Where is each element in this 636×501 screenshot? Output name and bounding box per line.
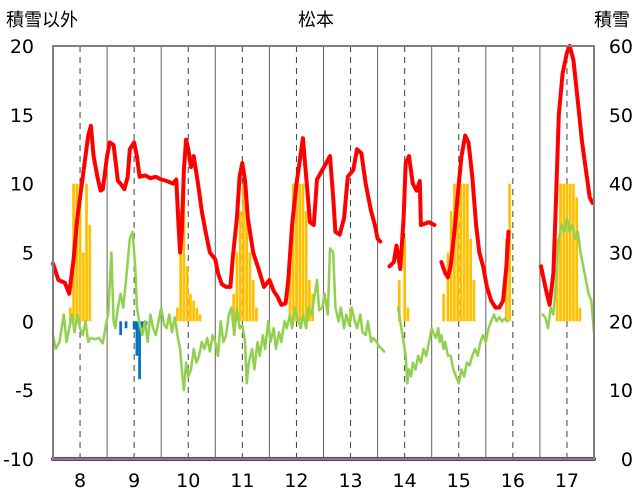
plot-frame xyxy=(52,45,595,460)
bar xyxy=(198,314,202,322)
x-tick-label: 14 xyxy=(393,470,417,492)
bar xyxy=(248,252,252,322)
bar xyxy=(81,252,85,322)
bar xyxy=(192,300,196,322)
bars xyxy=(68,183,582,380)
bar xyxy=(135,321,139,356)
bar xyxy=(78,183,82,322)
bar xyxy=(291,183,295,322)
series-line xyxy=(396,306,509,385)
x-tick-label: 13 xyxy=(338,470,362,492)
bar xyxy=(295,183,298,322)
bar xyxy=(75,183,79,322)
y-left-tick-label: 10 xyxy=(10,174,34,196)
x-tick-label: 9 xyxy=(128,470,140,492)
bar xyxy=(238,211,242,322)
bar xyxy=(559,183,562,322)
bar xyxy=(140,321,144,329)
bar xyxy=(572,183,575,322)
grid xyxy=(79,46,568,459)
series-line xyxy=(51,230,386,392)
series-line xyxy=(439,133,511,310)
bar xyxy=(85,183,88,322)
bar xyxy=(288,266,292,322)
bar xyxy=(568,183,572,322)
y-right-tick-label: 30 xyxy=(609,243,633,265)
y-left-tick-label: -10 xyxy=(3,449,34,471)
bar xyxy=(182,183,186,322)
bar xyxy=(459,183,463,322)
bar xyxy=(176,307,179,322)
bar xyxy=(242,183,245,322)
y-right-tick-label: 10 xyxy=(609,380,633,402)
tick-labels: -10 -5 0 5 10 15 20 0 10 20 30 40 50 60 8 9 10 11 12 13 14 15… xyxy=(3,36,633,492)
x-tick-label: 16 xyxy=(501,470,525,492)
x-tick-label: 10 xyxy=(176,470,200,492)
x-tick-label: 11 xyxy=(230,470,254,492)
bar xyxy=(232,293,236,322)
left-axis-label: 積雪以外 xyxy=(6,10,78,31)
bar xyxy=(406,307,410,322)
y-right-tick-label: 60 xyxy=(609,36,633,58)
bar xyxy=(189,293,192,322)
bar xyxy=(403,238,407,322)
bar xyxy=(575,197,579,322)
x-tick-label: 17 xyxy=(555,470,579,492)
series-line xyxy=(387,154,437,271)
bar xyxy=(255,307,258,322)
chart-title: 松本 xyxy=(298,10,334,31)
bar xyxy=(245,197,249,322)
y-right-tick-label: 20 xyxy=(609,311,633,333)
y-left-tick-label: 15 xyxy=(10,105,34,127)
bar xyxy=(308,280,311,322)
bar xyxy=(88,224,92,322)
series-line xyxy=(541,216,596,334)
series-line xyxy=(539,44,595,307)
x-tick-label: 8 xyxy=(74,470,86,492)
y-right-tick-label: 0 xyxy=(621,449,633,471)
bar xyxy=(397,280,401,322)
bar xyxy=(304,211,308,322)
y-right-tick-label: 50 xyxy=(609,105,633,127)
bar xyxy=(251,280,255,322)
bar xyxy=(562,183,566,322)
bar xyxy=(185,266,189,322)
bar xyxy=(469,238,473,322)
bar xyxy=(132,321,136,330)
bar xyxy=(138,321,141,380)
bar xyxy=(578,307,582,322)
y-right-tick-label: 40 xyxy=(609,174,633,196)
bar xyxy=(301,183,305,322)
bar xyxy=(442,293,445,322)
y-left-tick-label: 0 xyxy=(22,311,34,333)
bar xyxy=(68,307,72,322)
bar xyxy=(124,321,128,329)
bar xyxy=(456,183,460,322)
bar xyxy=(195,307,199,322)
y-left-tick-label: -5 xyxy=(15,380,34,402)
bar xyxy=(508,183,511,322)
y-left-tick-label: 20 xyxy=(10,36,34,58)
series-line xyxy=(51,123,383,307)
bar xyxy=(298,183,302,322)
bar xyxy=(466,183,469,322)
right-axis-label: 積雪 xyxy=(594,10,630,31)
bar xyxy=(472,280,476,322)
bar xyxy=(565,183,569,322)
x-tick-label: 15 xyxy=(447,470,471,492)
bar xyxy=(119,321,122,336)
bar xyxy=(446,252,450,322)
bar xyxy=(462,183,466,322)
bar xyxy=(235,252,239,322)
bar xyxy=(179,211,183,322)
y-left-tick-label: 5 xyxy=(22,243,34,265)
bar xyxy=(453,183,456,322)
x-tick-label: 12 xyxy=(284,470,308,492)
